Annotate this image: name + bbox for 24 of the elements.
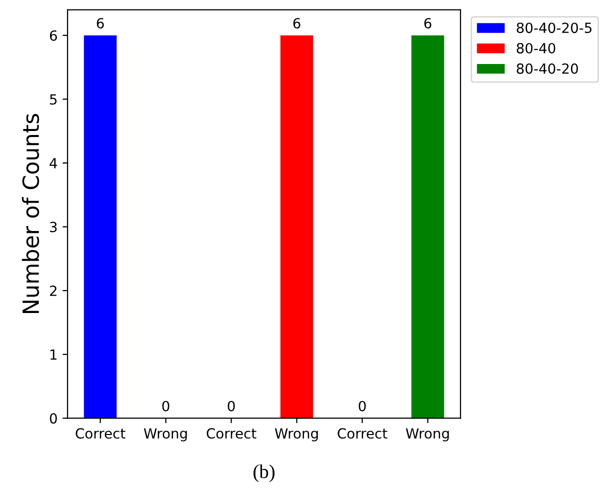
legend-label: 80-40-20 — [516, 63, 578, 74]
x-tick-label: Correct — [206, 428, 256, 439]
y-tick-label: 1 — [50, 350, 57, 360]
x-tick-label: Correct — [76, 428, 126, 439]
y-tick-label: 4 — [50, 158, 58, 168]
legend-label: 80-40 — [516, 42, 556, 54]
x-tick-label: Wrong — [144, 428, 187, 442]
y-tick-label: 3 — [50, 222, 57, 232]
data-label: 0 — [358, 400, 366, 412]
y-tick-label: 5 — [50, 94, 57, 105]
legend-label: 80-40-20-5 — [516, 22, 592, 34]
data-label: 0 — [228, 400, 235, 412]
y-tick-label: 2 — [50, 286, 56, 296]
x-tick-label: Correct — [338, 428, 388, 439]
data-label: 6 — [96, 18, 104, 29]
x-tick-label: Wrong — [406, 428, 449, 442]
x-tick-label: Wrong — [274, 428, 318, 442]
y-tick-label: 0 — [50, 413, 57, 424]
text: (b) — [254, 464, 275, 482]
y-axis-title: Number of Counts — [22, 114, 40, 314]
y-tick-label: 6 — [50, 30, 57, 41]
data-label: 6 — [424, 18, 432, 29]
data-label: 0 — [162, 400, 170, 412]
data-label: 6 — [293, 18, 300, 29]
